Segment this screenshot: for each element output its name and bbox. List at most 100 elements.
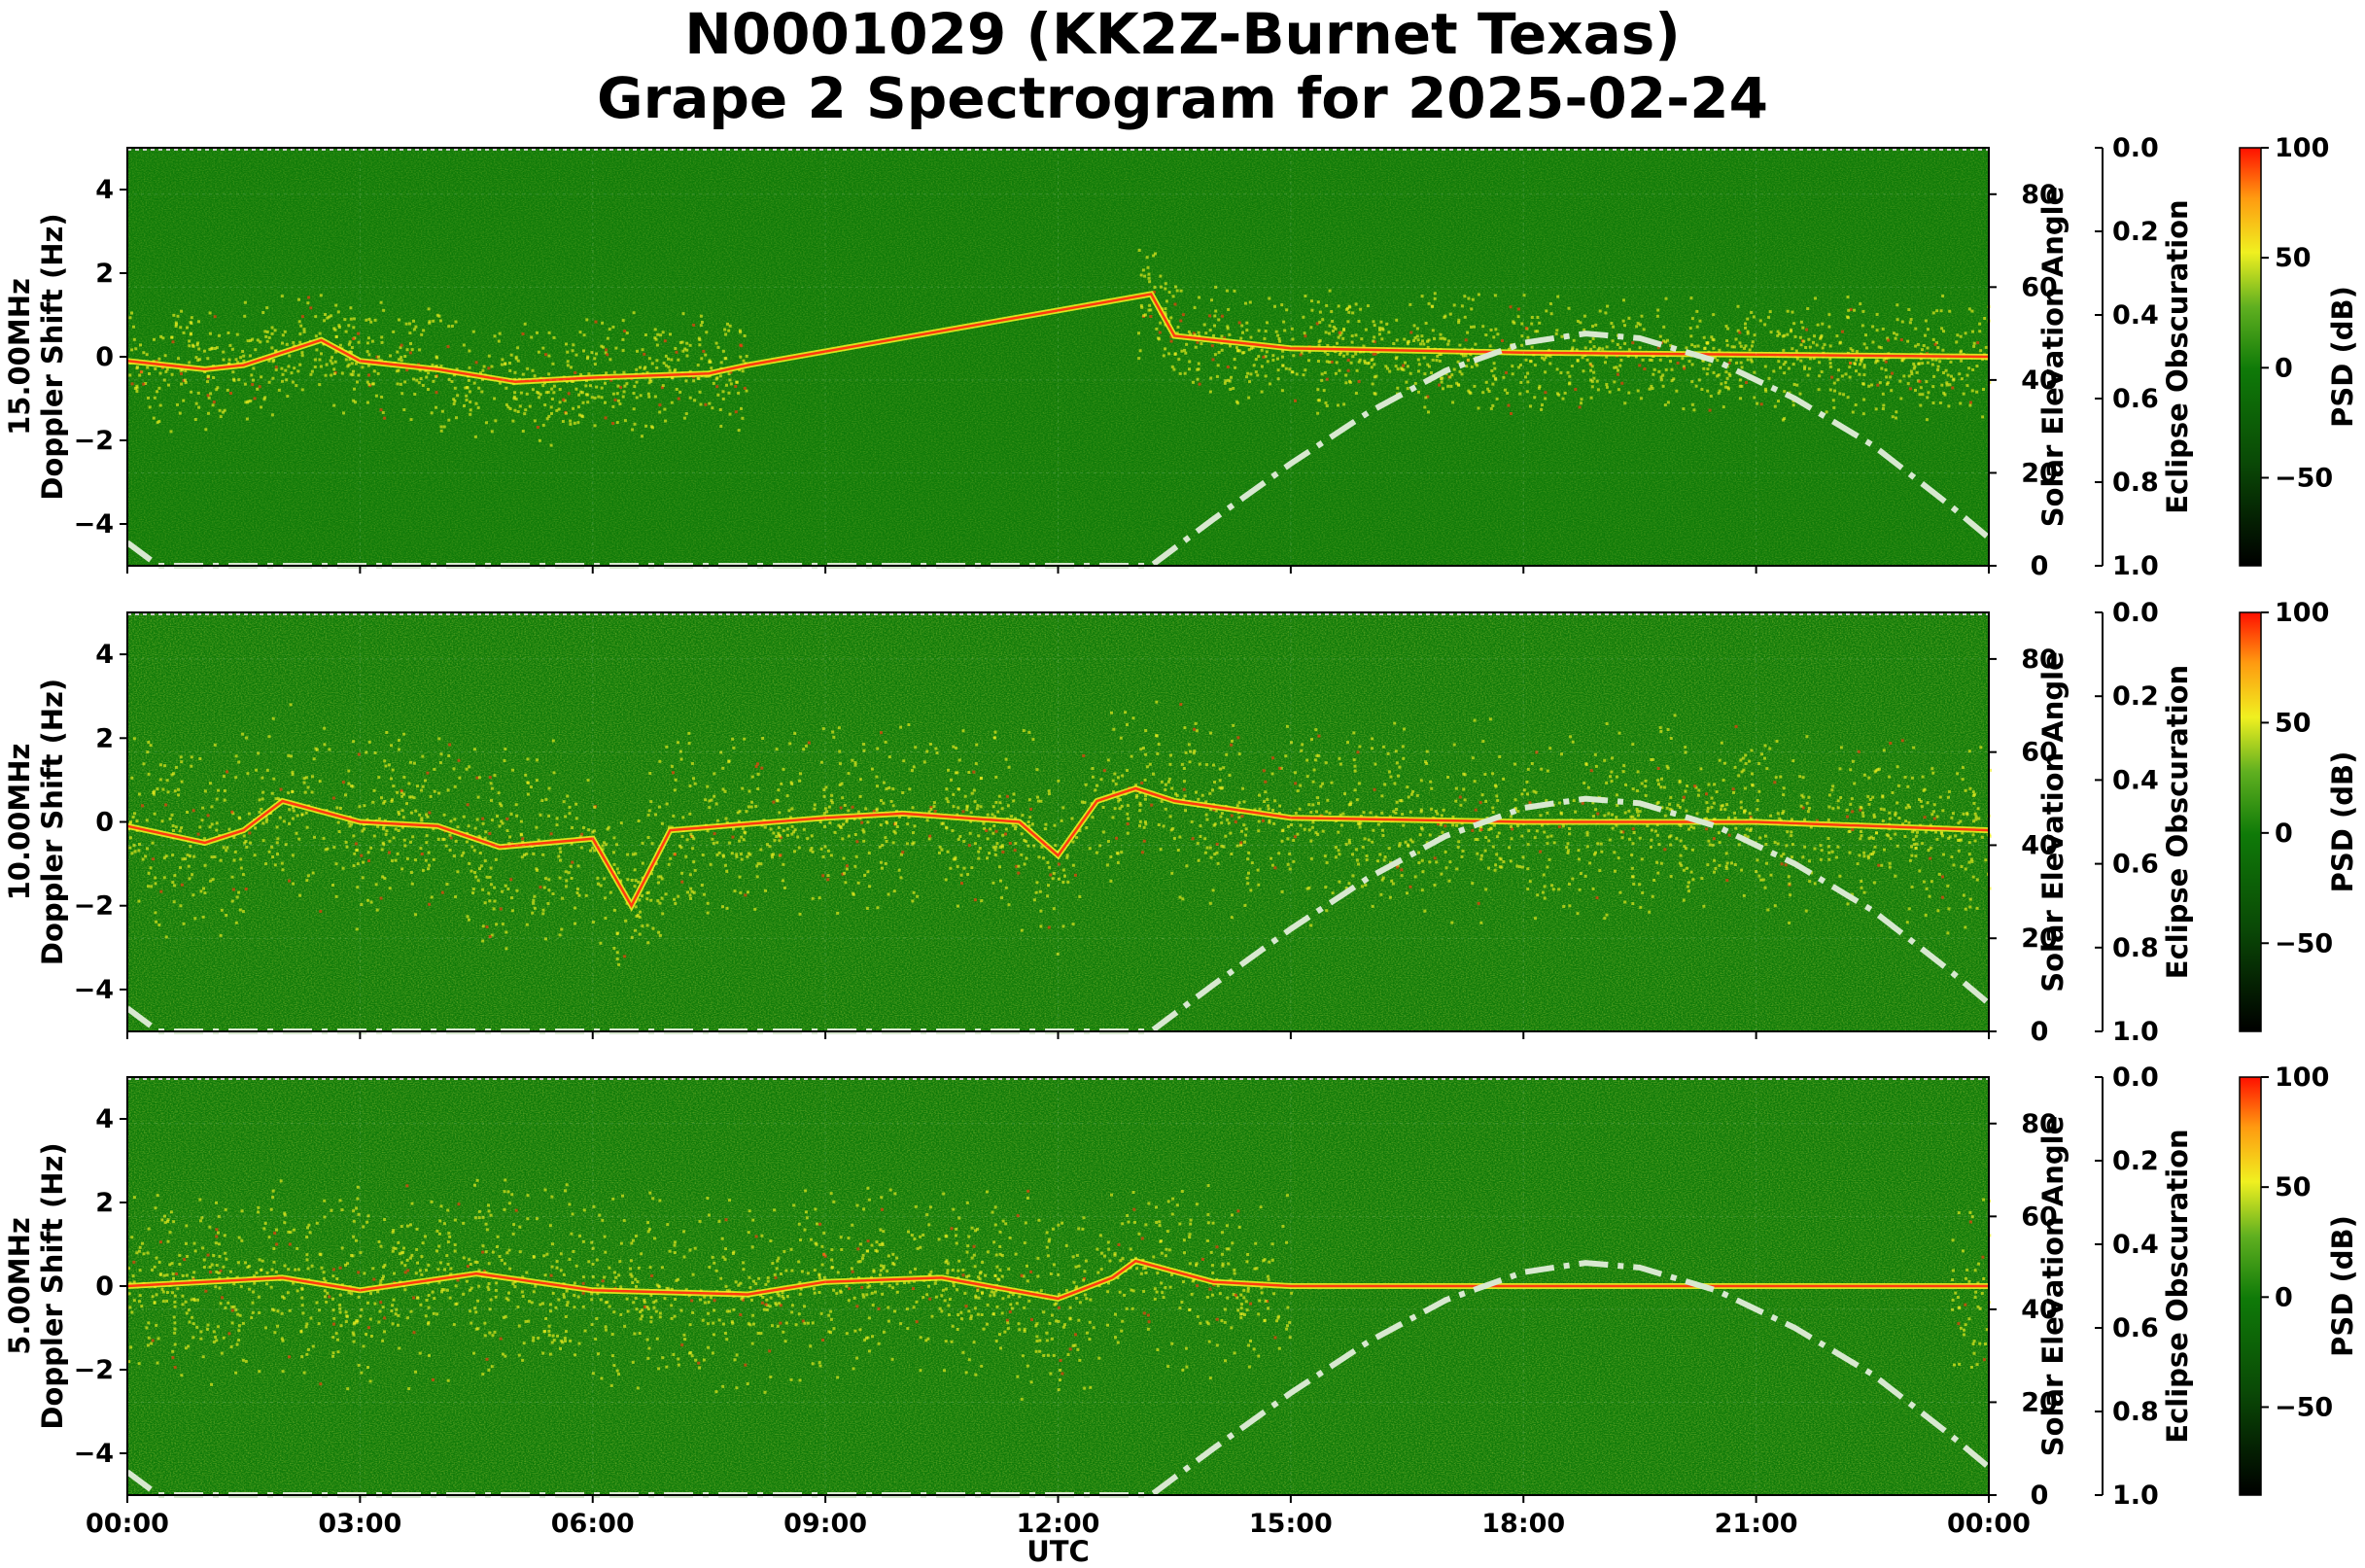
- signal-speckle: [704, 402, 708, 406]
- signal-speckle: [596, 876, 600, 880]
- signal-speckle: [1374, 762, 1377, 766]
- signal-speckle: [158, 763, 162, 767]
- signal-speckle: [965, 808, 969, 812]
- signal-speckle: [664, 364, 668, 367]
- signal-speckle: [719, 425, 723, 428]
- signal-speckle: [469, 412, 472, 416]
- signal-speckle: [1400, 868, 1404, 872]
- signal-speckle: [1710, 335, 1714, 339]
- signal-speckle: [728, 324, 732, 328]
- signal-speckle: [1591, 887, 1595, 890]
- signal-speckle: [465, 394, 469, 398]
- signal-speckle: [1264, 780, 1268, 784]
- signal-speckle: [1749, 829, 1753, 832]
- signal-speckle: [471, 888, 475, 890]
- signal-speckle: [914, 746, 918, 749]
- signal-speckle: [1550, 884, 1553, 888]
- signal-speckle: [349, 306, 353, 310]
- signal-speckle: [1903, 776, 1907, 779]
- signal-speckle: [650, 842, 654, 846]
- signal-speckle: [1621, 770, 1625, 774]
- signal-speckle: [960, 882, 963, 886]
- signal-speckle: [160, 1218, 164, 1222]
- signal-speckle: [1572, 338, 1576, 342]
- signal-speckle: [400, 794, 404, 798]
- signal-speckle: [780, 782, 783, 785]
- signal-speckle: [1373, 787, 1376, 791]
- signal-speckle: [1718, 389, 1722, 393]
- signal-speckle: [279, 787, 283, 791]
- signal-speckle: [605, 843, 609, 847]
- signal-speckle: [189, 854, 191, 858]
- signal-speckle: [162, 856, 166, 859]
- signal-speckle: [1094, 788, 1097, 792]
- signal-speckle: [1650, 359, 1653, 362]
- signal-speckle: [1169, 316, 1173, 320]
- signal-speckle: [1965, 813, 1969, 817]
- signal-speckle: [1513, 321, 1516, 325]
- signal-speckle: [619, 821, 623, 825]
- signal-speckle: [756, 861, 760, 865]
- signal-speckle: [1844, 372, 1848, 376]
- signal-speckle: [1409, 302, 1412, 306]
- signal-speckle: [1557, 825, 1561, 828]
- signal-speckle: [709, 862, 713, 866]
- signal-speckle: [1967, 853, 1971, 856]
- signal-speckle: [1338, 853, 1341, 856]
- signal-speckle: [716, 393, 720, 397]
- signal-speckle: [513, 391, 517, 395]
- signal-speckle: [1323, 370, 1327, 374]
- signal-speckle: [821, 727, 825, 731]
- signal-speckle: [1518, 392, 1522, 396]
- signal-speckle: [1959, 819, 1963, 823]
- signal-speckle: [858, 778, 862, 782]
- signal-speckle: [593, 396, 597, 400]
- signal-speckle: [366, 851, 370, 854]
- signal-speckle: [1028, 816, 1032, 819]
- signal-speckle: [1451, 816, 1455, 819]
- signal-speckle: [729, 382, 733, 386]
- signal-speckle: [399, 346, 402, 350]
- signal-speckle: [1431, 329, 1435, 332]
- signal-speckle: [639, 910, 643, 914]
- signal-speckle: [731, 835, 735, 839]
- signal-speckle: [400, 359, 403, 363]
- signal-speckle: [1746, 330, 1750, 333]
- signal-speckle: [1188, 760, 1192, 764]
- signal-speckle: [223, 789, 226, 792]
- signal-speckle: [1284, 366, 1288, 370]
- signal-speckle: [468, 366, 471, 369]
- signal-speckle: [470, 845, 474, 849]
- signal-speckle: [1786, 830, 1790, 834]
- signal-speckle: [521, 1275, 525, 1279]
- signal-speckle: [1831, 807, 1835, 811]
- signal-speckle: [1447, 339, 1451, 343]
- signal-speckle: [1200, 342, 1203, 346]
- signal-speckle: [314, 315, 318, 319]
- signal-speckle: [448, 833, 452, 837]
- signal-speckle: [1888, 861, 1892, 865]
- signal-speckle: [474, 875, 478, 879]
- signal-speckle: [358, 805, 362, 809]
- signal-speckle: [696, 364, 700, 367]
- signal-speckle: [790, 824, 794, 828]
- signal-speckle: [1807, 337, 1811, 341]
- signal-speckle: [1529, 360, 1532, 364]
- signal-speckle: [1455, 867, 1459, 871]
- signal-speckle: [1502, 375, 1506, 379]
- signal-speckle: [1395, 318, 1399, 322]
- signal-speckle: [645, 897, 649, 901]
- signal-speckle: [937, 1237, 941, 1241]
- signal-speckle: [714, 377, 718, 381]
- signal-speckle: [206, 380, 209, 384]
- signal-speckle: [1965, 384, 1969, 388]
- signal-speckle: [168, 1231, 172, 1235]
- signal-speckle: [1740, 366, 1744, 369]
- signal-speckle: [498, 381, 502, 385]
- signal-speckle: [925, 819, 929, 822]
- signal-speckle: [745, 354, 748, 358]
- panel-15.00MHz: 420−2−415.00MHz Doppler Shift (Hz)8060402…: [3, 133, 2359, 581]
- signal-speckle: [337, 324, 341, 328]
- signal-speckle: [623, 384, 627, 388]
- signal-speckle: [1781, 418, 1785, 422]
